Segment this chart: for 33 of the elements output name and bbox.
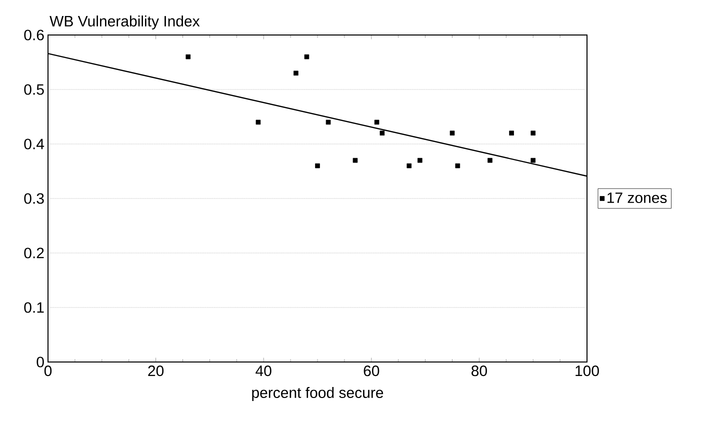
x-tick-label: 100 bbox=[576, 366, 599, 376]
y-tick-label: 0.5 bbox=[24, 84, 44, 95]
point bbox=[455, 163, 460, 168]
point bbox=[406, 163, 412, 168]
point bbox=[374, 120, 380, 125]
point bbox=[304, 54, 310, 60]
point bbox=[352, 158, 358, 163]
y-axis-title: WB Vulnerability Index bbox=[50, 15, 200, 30]
point bbox=[380, 130, 385, 136]
y-tick-label: 0.3 bbox=[24, 193, 44, 204]
point bbox=[530, 130, 536, 136]
x-axis-title: percent food secure bbox=[252, 386, 384, 401]
x-tick-label: 20 bbox=[148, 366, 164, 376]
point bbox=[530, 158, 536, 163]
point bbox=[294, 70, 298, 76]
x-tick-label: 0 bbox=[44, 366, 52, 376]
x-tick-label: 80 bbox=[472, 366, 487, 376]
point bbox=[418, 158, 422, 163]
x-tick-label: 40 bbox=[256, 366, 272, 376]
y-tick-label: 0.1 bbox=[24, 302, 44, 313]
point bbox=[315, 163, 320, 168]
y-tick-label: 0.4 bbox=[24, 138, 44, 150]
y-tick-label: 0.2 bbox=[24, 248, 44, 258]
y-tick-label: 0 bbox=[36, 356, 44, 368]
point bbox=[488, 158, 492, 163]
x-tick-label: 60 bbox=[364, 366, 380, 376]
legend-label: 17 zones bbox=[608, 192, 667, 204]
point bbox=[450, 130, 455, 136]
point bbox=[256, 120, 261, 125]
point bbox=[509, 130, 514, 136]
point bbox=[186, 54, 191, 60]
point bbox=[326, 120, 331, 125]
y-tick-label: 0.6 bbox=[24, 30, 44, 40]
